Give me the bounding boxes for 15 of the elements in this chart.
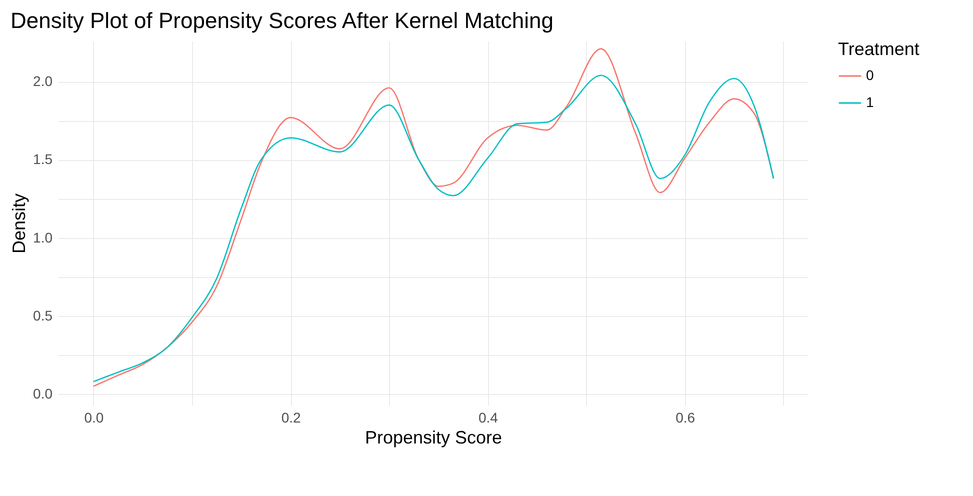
y-tick-label: 0.0	[33, 386, 53, 402]
chart-title: Density Plot of Propensity Scores After Kernel Matching	[10, 8, 554, 33]
x-tick-label: 0.2	[281, 410, 302, 426]
x-tick-label: 0.4	[478, 410, 498, 426]
y-tick-label: 1.5	[33, 151, 53, 168]
y-tick-label: 1.0	[33, 229, 53, 246]
x-axis-title: Propensity Score	[364, 428, 502, 448]
y-tick-label: 0.5	[33, 307, 53, 324]
x-tick-label: 0.6	[676, 410, 696, 426]
y-axis-title: Density	[9, 193, 30, 254]
y-tick-label: 2.0	[33, 73, 53, 90]
legend-title: Treatment	[838, 39, 920, 59]
legend-label: 0	[866, 67, 874, 83]
x-tick-label: 0.0	[84, 410, 104, 426]
legend-label: 1	[866, 94, 874, 110]
